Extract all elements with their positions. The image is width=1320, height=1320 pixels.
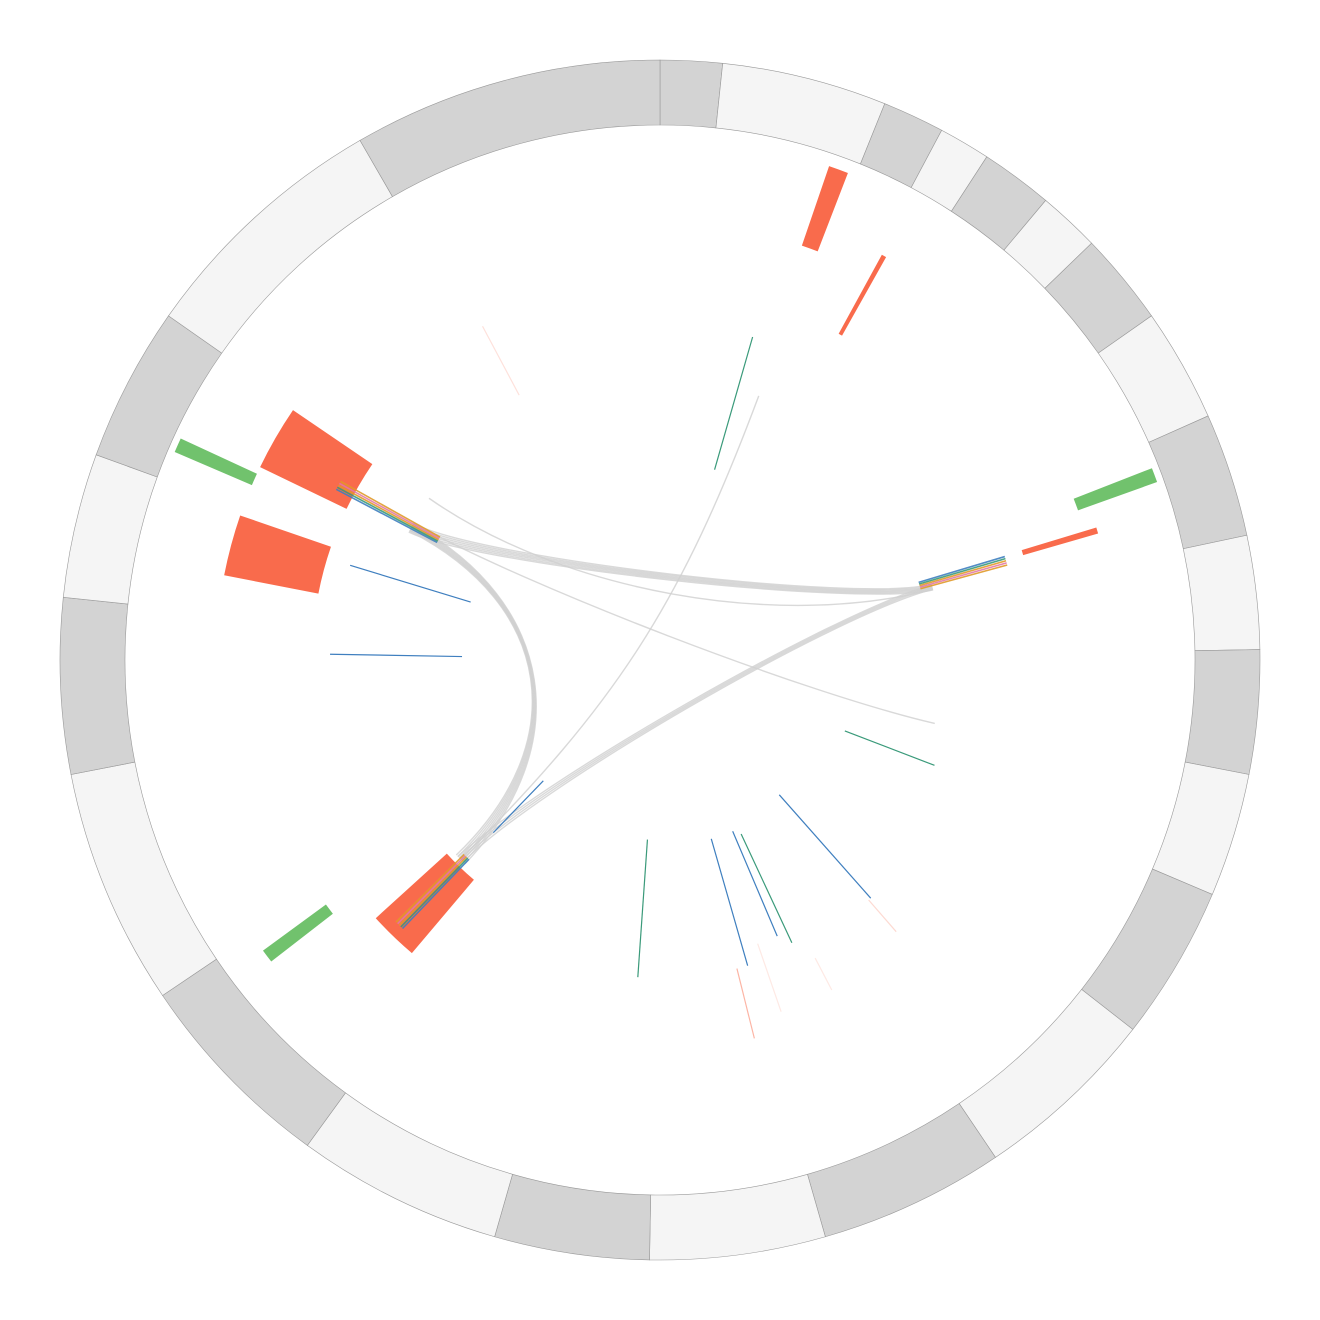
chromosome-segment-16	[649, 1173, 826, 1261]
chromosome-segment-2	[715, 62, 886, 165]
link-4-1	[460, 395, 760, 860]
link-2-5	[412, 524, 933, 591]
band-line-2-2	[336, 486, 439, 542]
track-block-3	[1073, 468, 1158, 511]
link-3-2	[460, 587, 933, 861]
chromosome-segment-24	[168, 139, 393, 354]
chromosome-segment-15	[807, 1103, 996, 1238]
link-ribbons	[408, 395, 935, 865]
link-2-3	[410, 527, 933, 593]
tick-7	[732, 830, 778, 937]
tick-14	[349, 564, 471, 603]
chromosome-segment-9	[1148, 415, 1248, 550]
band-line-1-2	[400, 857, 469, 928]
chromosome-segment-21	[59, 596, 136, 775]
tick-2	[844, 730, 935, 766]
link-1-6	[409, 529, 534, 857]
tick-1	[713, 336, 754, 470]
band-line-3-5	[920, 564, 1008, 590]
track-block-7	[224, 515, 331, 594]
link-5-1	[413, 522, 935, 725]
tick-8	[757, 943, 782, 1012]
chromosome-segment-12	[1152, 761, 1250, 895]
tick-3	[778, 794, 872, 899]
tick-6	[740, 833, 793, 944]
band-line-2-5	[340, 480, 441, 538]
link-2-1	[408, 531, 934, 595]
link-3-4	[457, 584, 932, 858]
chromosome-segment-11	[1184, 649, 1261, 775]
tick-10	[736, 968, 755, 1039]
band-line-3-4	[919, 562, 1007, 588]
tick-track	[330, 325, 935, 1039]
track-block-2	[838, 254, 887, 336]
tick-12	[492, 780, 544, 834]
band-line-1-3	[398, 856, 468, 926]
band-line-2-4	[339, 482, 440, 540]
track-block-8	[174, 438, 257, 486]
track-block-6	[262, 904, 333, 962]
link-anchor-bands	[335, 480, 1008, 930]
chromosome-segment-10	[1182, 534, 1261, 651]
chromosome-segment-17	[494, 1173, 651, 1261]
tick-9	[710, 838, 749, 966]
chromosome-segment-14	[958, 988, 1134, 1158]
chromosome-segment-20	[70, 761, 217, 996]
band-line-2-3	[337, 484, 439, 541]
link-6-1	[428, 497, 934, 607]
chromosome-segment-19	[162, 958, 346, 1146]
track-block-4	[1021, 527, 1099, 556]
tick-5	[814, 957, 833, 991]
tick-13	[330, 653, 463, 658]
band-line-3-3	[919, 560, 1007, 587]
chromosome-segment-1	[659, 59, 724, 129]
track-block-1	[801, 166, 848, 252]
chromosome-ring	[59, 59, 1261, 1261]
chromosome-segment-18	[306, 1092, 513, 1238]
chromosome-segment-22	[62, 454, 158, 605]
link-1-5	[410, 528, 535, 859]
link-1-7	[408, 530, 533, 856]
link-2-6	[413, 522, 932, 590]
tick-4	[868, 899, 897, 933]
link-2-4	[411, 526, 933, 592]
band-line-2-1	[335, 488, 438, 544]
band-line-3-1	[918, 555, 1006, 584]
tick-11	[637, 839, 649, 978]
band-line-1-5	[395, 853, 465, 923]
link-3-1	[462, 588, 934, 863]
band-line-3-2	[918, 557, 1006, 585]
chromosome-segment-25	[359, 59, 661, 198]
band-line-1-4	[397, 855, 466, 925]
tick-15	[482, 325, 520, 396]
highlight-track	[174, 166, 1158, 962]
band-line-1-1	[401, 858, 470, 930]
